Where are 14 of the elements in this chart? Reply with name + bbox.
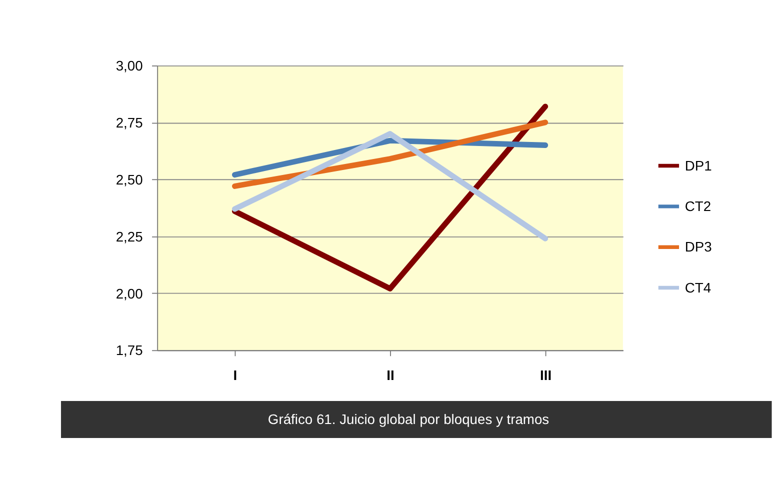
y-tick-label: 3,00 [116, 58, 144, 74]
legend-label: CT2 [684, 198, 712, 214]
legend-label: DP3 [684, 238, 712, 255]
x-tick-label: II [386, 367, 394, 384]
y-tick-label: 2,25 [116, 228, 144, 244]
text: Gráfico 61. Juicio global por bloques y tramos [268, 411, 550, 428]
x-tick-label: III [540, 367, 552, 384]
y-tick-label: 2,00 [116, 285, 144, 302]
x-tick-label: I [233, 367, 238, 384]
legend-label: CT4 [684, 279, 712, 296]
y-tick-label: 2,50 [116, 171, 144, 188]
y-tick-label: 1,75 [116, 342, 144, 358]
legend-label: DP1 [684, 157, 712, 174]
y-tick-label: 2,75 [116, 114, 144, 130]
